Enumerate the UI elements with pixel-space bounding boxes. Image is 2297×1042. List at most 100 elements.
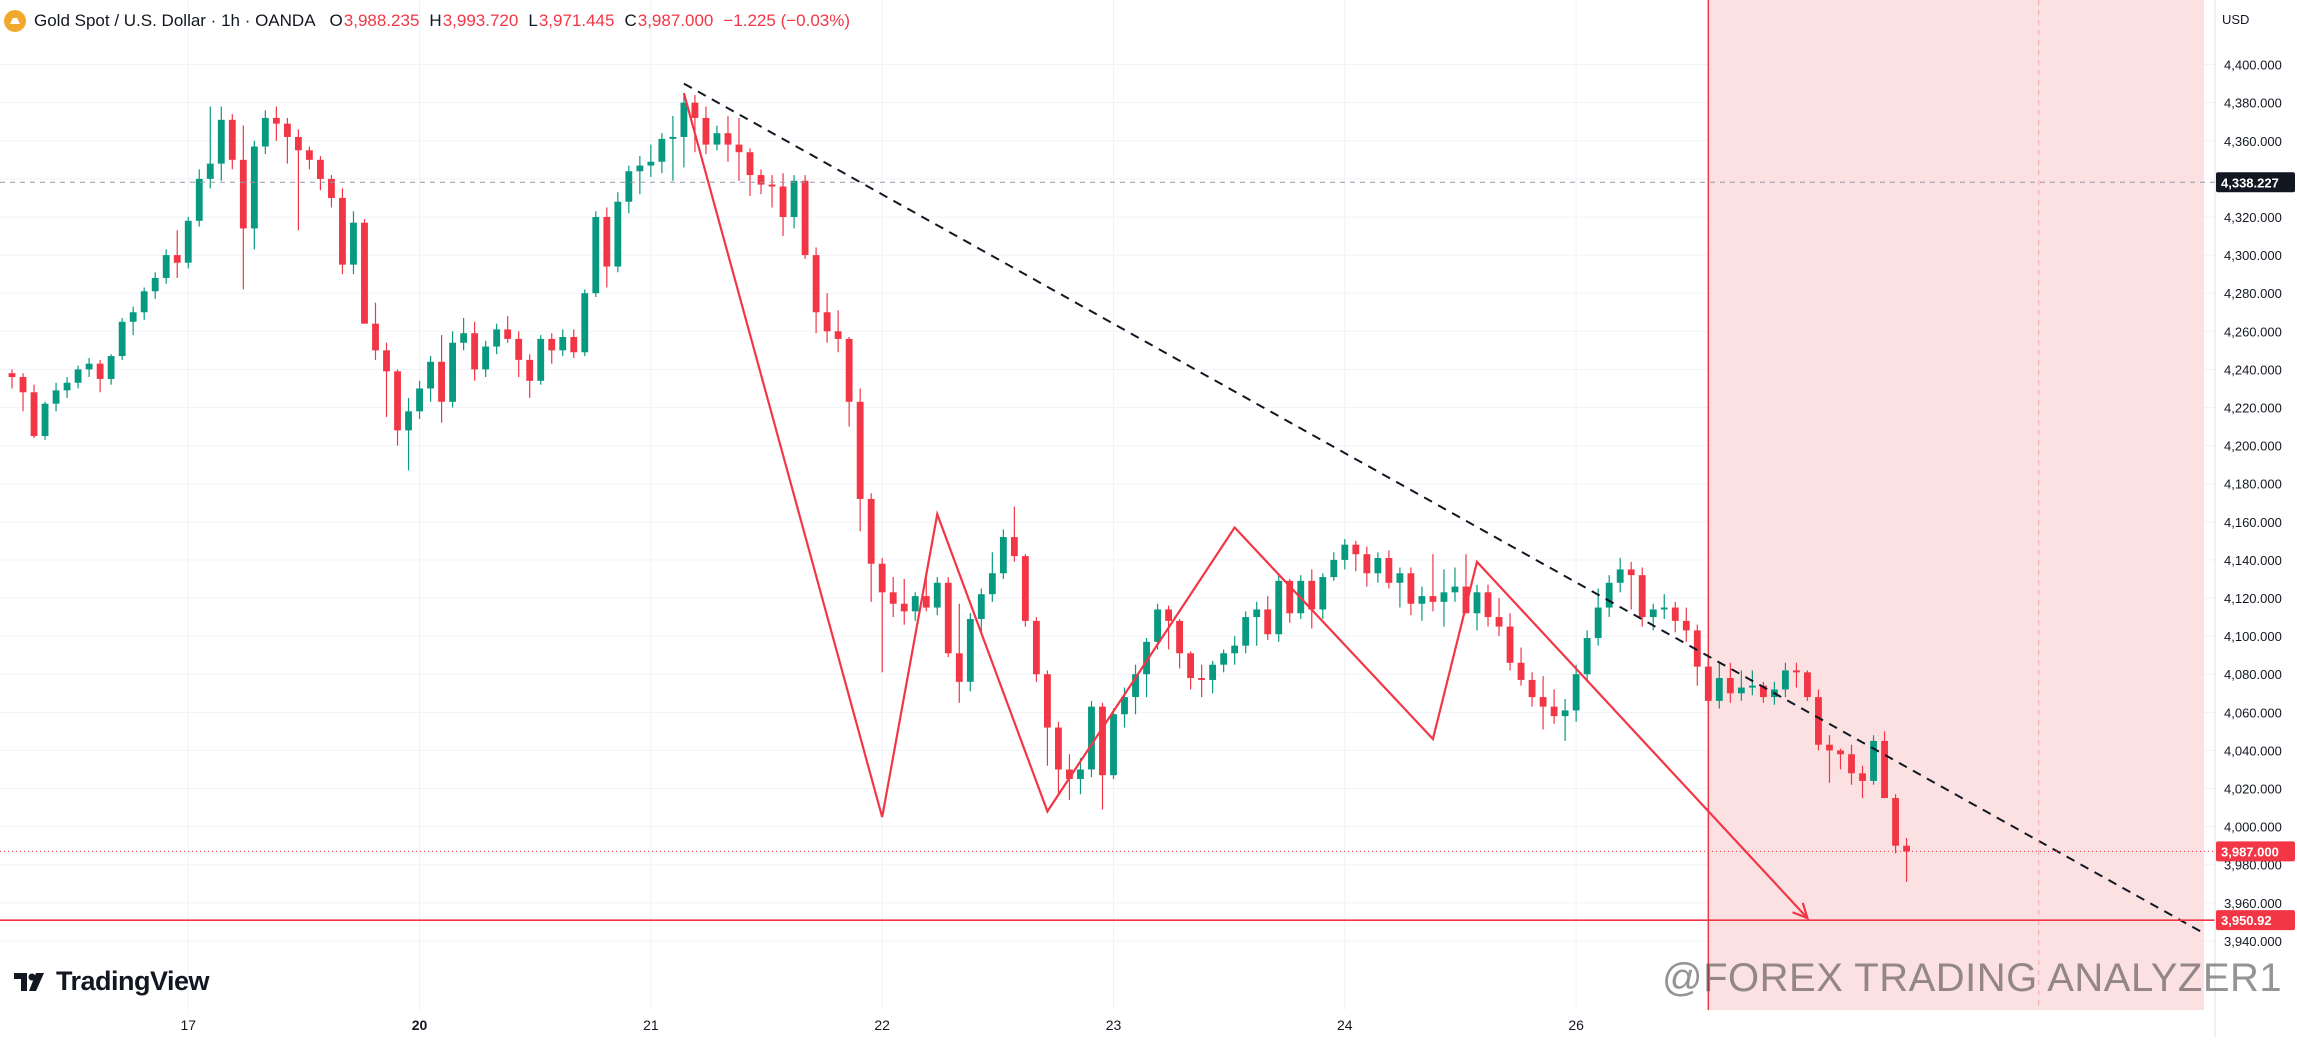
candle-body — [658, 138, 666, 162]
candle-body — [614, 201, 622, 267]
y-tick-label: 4,360.000 — [2224, 134, 2282, 149]
y-tick-label: 4,040.000 — [2224, 743, 2282, 758]
candle-body — [867, 498, 875, 564]
candle-body — [493, 329, 501, 347]
candle-body — [1220, 653, 1228, 665]
candle-body — [1715, 678, 1723, 701]
candle-body — [691, 102, 699, 118]
candle-body — [1649, 609, 1657, 618]
candle-body — [1286, 580, 1294, 614]
candle-body — [1627, 569, 1635, 576]
y-tick-label: 4,380.000 — [2224, 96, 2282, 111]
candle-body — [1418, 596, 1426, 604]
candle-body — [1242, 617, 1250, 646]
candle-body — [228, 119, 236, 160]
last-price-badge: 3,987.000 — [2221, 844, 2279, 859]
candle-body — [294, 136, 302, 151]
candle-body — [1704, 666, 1712, 701]
candle-body — [129, 312, 137, 322]
y-tick-label: 3,940.000 — [2224, 934, 2282, 949]
x-tick-label: 20 — [412, 1017, 428, 1033]
candle-body — [1275, 580, 1283, 635]
candle-body — [1859, 773, 1866, 781]
candle-body — [1143, 641, 1150, 675]
candle-body — [801, 180, 809, 256]
y-tick-label: 4,220.000 — [2224, 401, 2282, 416]
candle-body — [1848, 754, 1855, 774]
candle-body — [317, 159, 324, 179]
crosshair-price-badge-bg — [2216, 172, 2295, 193]
candle-body — [1826, 744, 1833, 751]
candle-body — [184, 220, 192, 263]
candle-body — [933, 582, 941, 608]
candle-body — [350, 222, 357, 265]
candle-body — [1099, 706, 1106, 776]
candle-body — [944, 582, 952, 654]
candle-body — [416, 388, 423, 412]
candle-body — [1341, 544, 1349, 560]
candle-body — [1308, 580, 1316, 610]
candle-body — [52, 390, 60, 404]
currency-label[interactable]: USD — [2222, 12, 2250, 27]
candle-body — [1682, 620, 1690, 631]
candle-body — [1870, 740, 1877, 781]
candle-body — [1594, 607, 1602, 639]
candle-body — [1209, 664, 1217, 680]
candle-body — [1407, 573, 1415, 604]
candle-body — [735, 144, 743, 153]
candle-body — [1110, 714, 1117, 776]
candle-body — [1892, 798, 1899, 846]
candle-body — [41, 403, 49, 437]
open-value: 3,988.235 — [343, 11, 420, 30]
candle-body — [217, 119, 225, 164]
candle-body — [823, 312, 831, 332]
candle-body — [261, 117, 269, 147]
forecast-zone — [1708, 0, 2204, 1010]
candle-body — [1154, 609, 1161, 642]
high-label: H — [429, 11, 442, 30]
candle-body — [1440, 592, 1448, 602]
candle-body — [592, 216, 600, 294]
gold-logo-icon — [4, 10, 26, 32]
candle-body — [305, 150, 313, 160]
candle-body — [559, 337, 567, 351]
y-tick-label: 4,120.000 — [2224, 591, 2282, 606]
x-tick-label: 26 — [1568, 1017, 1584, 1033]
y-tick-label: 3,960.000 — [2224, 896, 2282, 911]
candle-body — [647, 161, 655, 166]
candle-body — [834, 331, 842, 339]
candle-body — [449, 342, 457, 402]
candle-body — [195, 178, 203, 221]
x-tick-label: 24 — [1337, 1017, 1353, 1033]
symbol-header: Gold Spot / U.S. Dollar · 1h · OANDA O 3,… — [4, 8, 860, 34]
candle-body — [1495, 617, 1503, 627]
candle-body — [1506, 626, 1514, 663]
x-tick-label: 17 — [180, 1017, 196, 1033]
y-tick-label: 4,320.000 — [2224, 210, 2282, 225]
candle-body — [713, 133, 721, 145]
candle-body — [394, 371, 401, 431]
candle-body — [1198, 678, 1206, 680]
candle-body — [889, 592, 897, 604]
candle-body — [988, 573, 996, 595]
tradingview-brand[interactable]: TradingView — [14, 966, 210, 997]
tradingview-logo-icon — [14, 972, 44, 991]
open-label: O — [329, 11, 343, 30]
candle-body — [1176, 620, 1184, 654]
candle-body — [1737, 687, 1745, 694]
candle-body — [1374, 558, 1382, 574]
candle-body — [1165, 609, 1172, 621]
candle-body — [1748, 685, 1756, 688]
watermark-text: @FOREX TRADING ANALYZER1 — [1662, 956, 2283, 1000]
candle-body — [427, 361, 434, 389]
candle-body — [515, 338, 523, 360]
brand-name: TradingView — [56, 966, 210, 996]
candle-body — [118, 321, 126, 357]
candle-body — [383, 350, 390, 372]
symbol-title[interactable]: Gold Spot / U.S. Dollar · 1h · OANDA — [34, 11, 316, 30]
candle-body — [1021, 556, 1029, 621]
candle-body — [206, 163, 214, 179]
low-label: L — [528, 11, 538, 30]
